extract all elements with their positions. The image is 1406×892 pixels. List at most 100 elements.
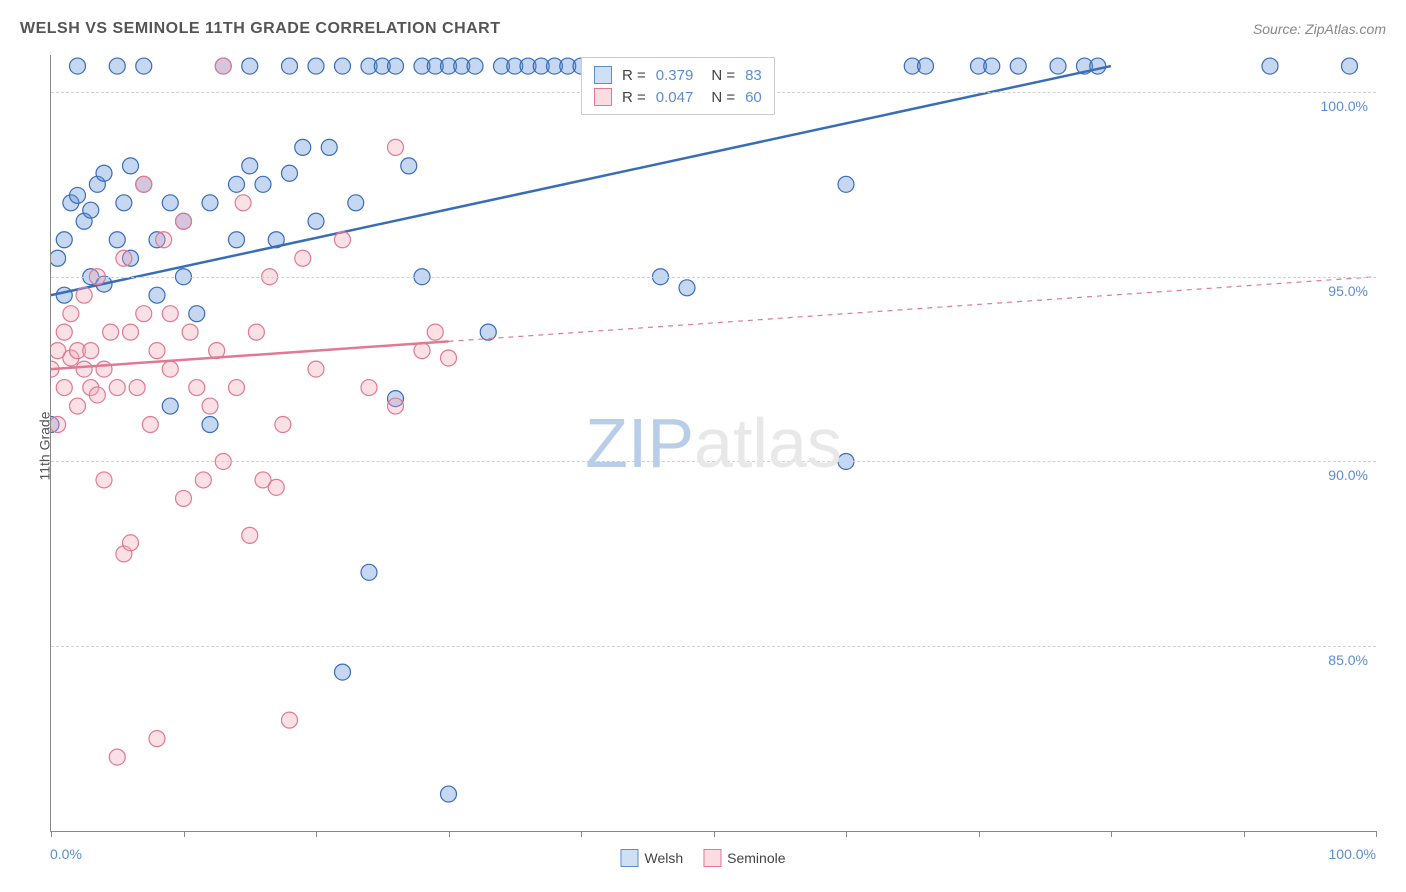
data-point [414,343,430,359]
data-point [282,165,298,181]
data-point [96,165,112,181]
data-point [348,195,364,211]
data-point [229,232,245,248]
n-value: 83 [745,67,762,84]
legend-label: Welsh [644,850,683,866]
correlation-legend: R =0.379N =83R =0.047N =60 [581,57,775,115]
data-point [361,380,377,396]
data-point [248,324,264,340]
data-point [242,527,258,543]
data-point [918,58,934,74]
data-point [162,195,178,211]
data-point [229,176,245,192]
data-point [70,58,86,74]
data-point [195,472,211,488]
data-point [83,343,99,359]
data-point [467,58,483,74]
data-point [136,306,152,322]
data-point [401,158,417,174]
data-point [149,287,165,303]
data-point [109,232,125,248]
gridline [51,646,1376,647]
data-point [109,380,125,396]
data-point [984,58,1000,74]
n-label: N = [711,89,735,106]
data-point [70,187,86,203]
data-point [388,398,404,414]
y-tick-label: 90.0% [1328,467,1368,483]
data-point [63,306,79,322]
data-point [162,361,178,377]
data-point [103,324,119,340]
x-tick [1111,831,1112,837]
data-point [149,731,165,747]
data-point [268,479,284,495]
data-point [51,250,66,266]
legend-stats-row: R =0.047N =60 [594,86,762,108]
data-point [76,287,92,303]
data-point [275,417,291,433]
data-point [335,232,351,248]
data-point [109,749,125,765]
data-point [123,535,139,551]
data-point [308,361,324,377]
data-point [1050,58,1066,74]
data-point [162,306,178,322]
data-point [335,664,351,680]
x-axis-min-label: 0.0% [50,846,82,862]
gridline [51,461,1376,462]
data-point [235,195,251,211]
x-tick [581,831,582,837]
data-point [1090,58,1106,74]
chart-container: WELSH VS SEMINOLE 11TH GRADE CORRELATION… [0,0,1406,892]
data-point [1342,58,1358,74]
legend-item: Welsh [620,849,683,867]
x-tick [979,831,980,837]
data-point [229,380,245,396]
data-point [282,712,298,728]
data-point [116,250,132,266]
data-point [189,380,205,396]
data-point [480,324,496,340]
x-tick [1244,831,1245,837]
data-point [242,58,258,74]
data-point [56,232,72,248]
data-point [56,287,72,303]
legend-item: Seminole [703,849,785,867]
data-point [176,213,192,229]
source-attribution: Source: ZipAtlas.com [1253,21,1386,37]
data-point [255,176,271,192]
data-point [70,398,86,414]
data-point [116,195,132,211]
data-point [83,202,99,218]
x-tick [51,831,52,837]
data-point [176,490,192,506]
data-point [321,139,337,155]
x-tick [316,831,317,837]
data-point [282,58,298,74]
r-label: R = [622,67,646,84]
data-point [202,398,218,414]
data-point [242,158,258,174]
r-value: 0.379 [656,67,694,84]
data-point [162,398,178,414]
data-point [123,158,139,174]
data-point [202,195,218,211]
data-point [149,343,165,359]
legend-swatch [703,849,721,867]
data-point [123,324,139,340]
header: WELSH VS SEMINOLE 11TH GRADE CORRELATION… [20,20,1386,38]
r-value: 0.047 [656,89,694,106]
legend-swatch [594,66,612,84]
legend-swatch [594,88,612,106]
data-point [427,324,443,340]
legend-label: Seminole [727,850,785,866]
data-point [136,176,152,192]
data-point [189,306,205,322]
data-point [109,58,125,74]
legend-swatch [620,849,638,867]
y-tick-label: 95.0% [1328,283,1368,299]
n-label: N = [711,67,735,84]
y-tick-label: 100.0% [1321,98,1368,114]
data-point [388,139,404,155]
